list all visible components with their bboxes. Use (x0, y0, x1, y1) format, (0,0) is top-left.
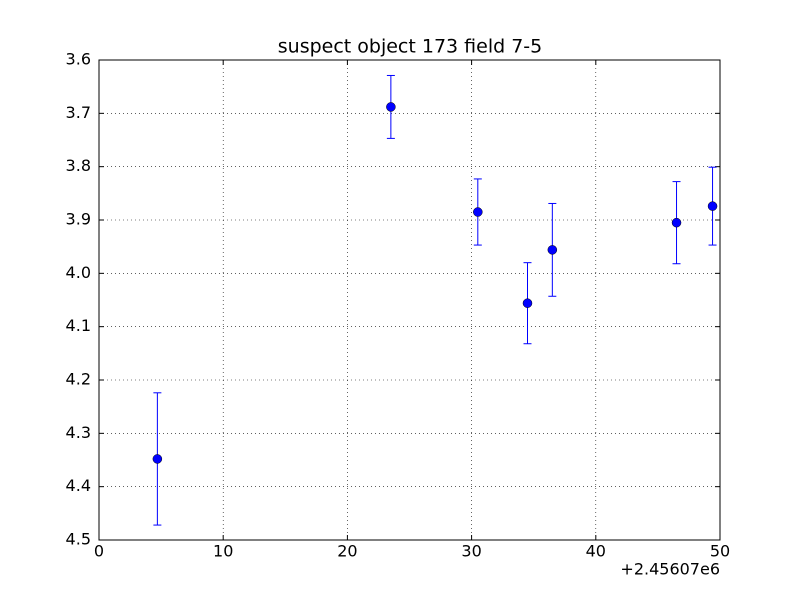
x-tick-label: 40 (586, 542, 606, 561)
y-tick-label: 4.5 (66, 530, 91, 549)
plot-frame (98, 59, 721, 541)
y-tick-label: 4.4 (66, 476, 91, 495)
y-tick-label: 4.2 (66, 370, 91, 389)
data-point (522, 298, 533, 308)
data-point (152, 454, 163, 464)
x-tick-label: 0 (94, 542, 104, 561)
y-tick-label: 4.1 (66, 316, 91, 335)
data-point (671, 217, 682, 228)
y-tick-label: 3.6 (66, 50, 91, 69)
x-tick-label: 20 (337, 542, 357, 561)
x-tick-label: 10 (213, 542, 233, 561)
y-tick-label: 3.7 (66, 103, 91, 122)
data-point (473, 207, 483, 217)
x-offset-label: +2.45607e6 (620, 560, 720, 579)
y-tick-label: 4.0 (66, 263, 91, 282)
data-point (707, 201, 718, 211)
y-tick-label: 3.8 (66, 156, 91, 175)
data-point (386, 102, 396, 112)
x-tick-label: 50 (710, 542, 730, 561)
y-tick-label: 4.3 (66, 423, 91, 442)
x-tick-label: 30 (461, 542, 481, 561)
data-point (547, 245, 558, 255)
chart-title: suspect object 173 field 7-5 (278, 36, 543, 58)
y-tick-label: 3.9 (66, 210, 91, 229)
